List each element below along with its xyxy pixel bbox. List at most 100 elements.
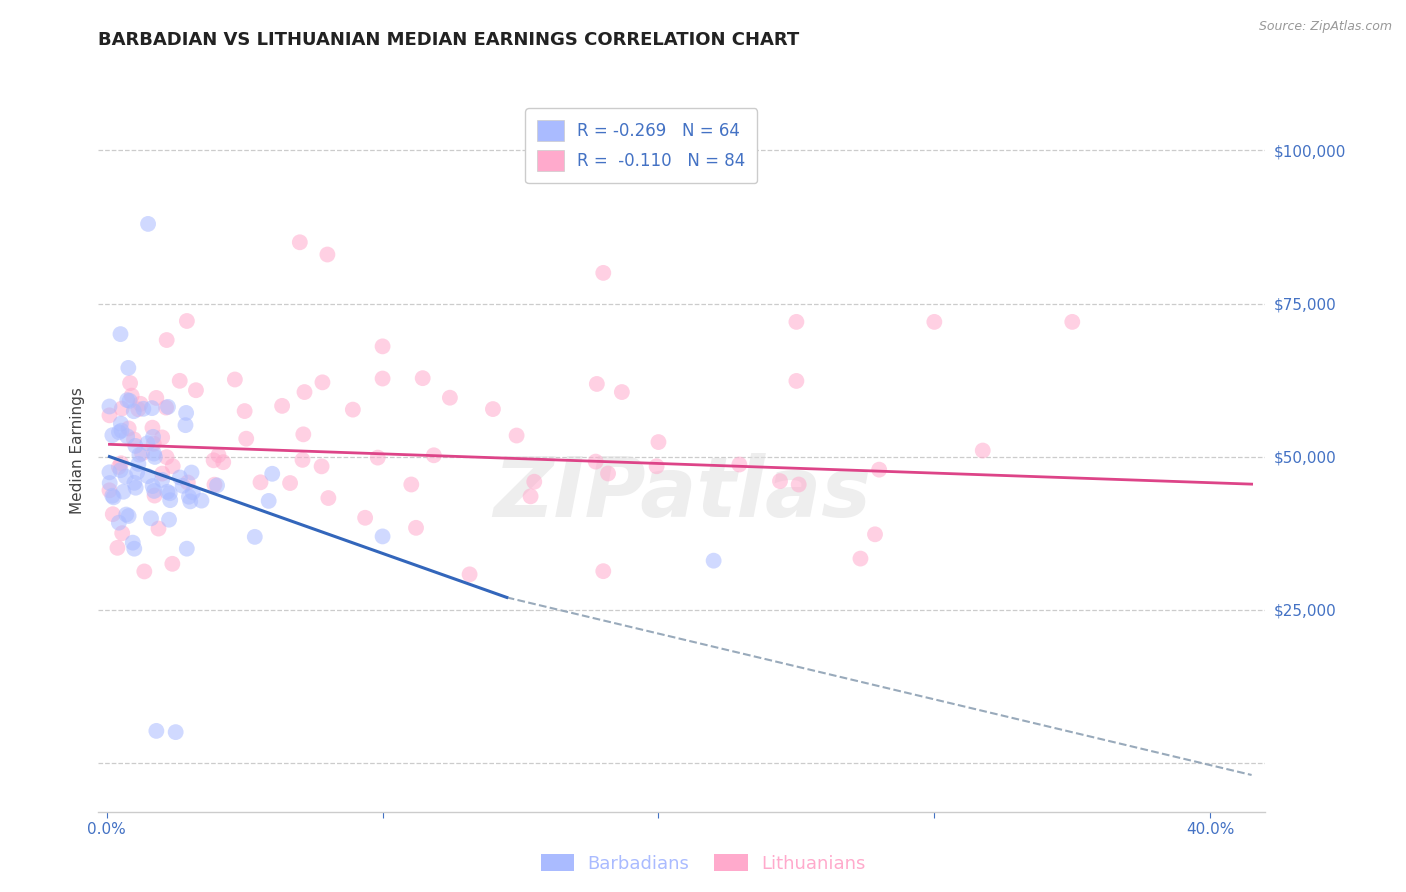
Point [165,725,187,739]
Point [235,432,257,446]
Point [142,479,165,493]
Point [122,404,145,418]
Point [159,486,181,500]
Point [257,494,280,508]
Point [143,483,166,498]
Point [98,476,121,491]
Point [405,521,427,535]
Point [111,526,134,541]
Point [141,420,163,434]
Point [132,401,155,416]
Point [371,339,394,353]
Point [205,478,228,492]
Point [412,371,434,385]
Point [367,450,389,465]
Point [401,477,423,491]
Point [596,467,619,481]
Point [610,385,633,400]
Point [371,529,394,543]
Point [127,457,149,471]
Point [371,371,394,385]
Point [127,466,149,480]
Point [148,522,170,536]
Point [122,433,145,447]
Point [114,469,136,483]
Point [177,475,200,490]
Point [108,425,131,440]
Point [115,429,138,443]
Point [243,530,266,544]
Point [972,443,994,458]
Point [769,474,792,488]
Point [110,463,132,477]
Point [181,485,204,500]
Point [150,430,173,444]
Point [103,491,125,505]
Point [101,428,124,442]
Point [423,448,446,462]
Point [278,476,301,491]
Point [728,458,751,472]
Point [139,511,162,525]
Point [647,435,669,450]
Point [121,535,143,549]
Point [849,551,872,566]
Point [98,400,121,414]
Point [98,483,121,498]
Point [129,397,152,411]
Point [136,217,159,231]
Point [174,418,197,433]
Point [180,466,202,480]
Point [110,417,132,431]
Point [118,421,141,435]
Point [294,385,316,400]
Point [150,473,173,487]
Point [204,477,226,491]
Point [458,567,481,582]
Point [172,479,194,493]
Point [159,493,181,508]
Point [142,430,165,444]
Text: Source: ZipAtlas.com: Source: ZipAtlas.com [1258,20,1392,33]
Point [787,477,810,491]
Point [318,491,340,505]
Point [136,469,159,483]
Point [924,315,946,329]
Point [156,484,179,499]
Point [212,455,235,469]
Point [101,489,124,503]
Point [150,467,173,481]
Point [585,376,607,391]
Point [124,439,146,453]
Point [291,453,314,467]
Point [202,453,225,467]
Point [482,402,505,417]
Point [262,467,284,481]
Point [316,247,339,261]
Point [111,401,134,416]
Point [169,374,191,388]
Point [118,393,141,408]
Point [98,409,121,423]
Point [110,456,132,470]
Point [523,475,546,489]
Legend: Barbadians, Lithuanians: Barbadians, Lithuanians [534,847,872,880]
Point [156,450,179,464]
Point [112,484,135,499]
Point [169,470,191,484]
Point [107,541,129,555]
Point [703,554,725,568]
Point [120,376,142,390]
Point [117,508,139,523]
Point [505,428,527,442]
Point [131,446,153,460]
Point [174,406,197,420]
Point [143,489,166,503]
Point [124,481,146,495]
Point [342,402,364,417]
Point [179,494,201,508]
Point [143,450,166,464]
Point [233,404,256,418]
Text: ZIPatlas: ZIPatlas [494,453,870,534]
Point [101,507,124,521]
